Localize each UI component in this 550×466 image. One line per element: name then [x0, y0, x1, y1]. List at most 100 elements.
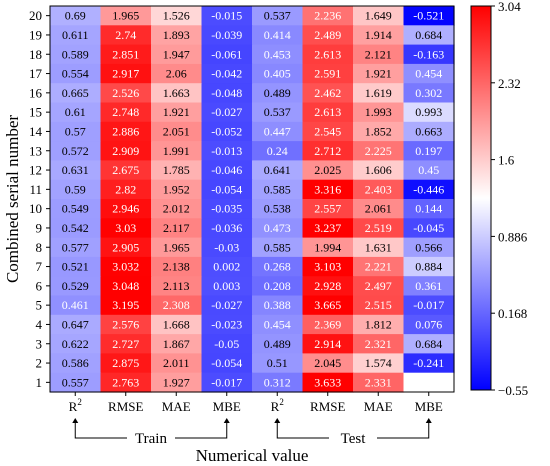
heatmap-cell — [100, 199, 152, 219]
cell-value-label: -0.521 — [413, 9, 444, 23]
x-tick-label: MBE — [415, 399, 443, 414]
cell-value-label: 0.589 — [62, 47, 89, 61]
cell-value-label: 0.665 — [62, 86, 89, 100]
cell-value-label: -0.046 — [211, 163, 242, 177]
cell-value-label: 2.914 — [314, 337, 341, 351]
heatmap-cell — [50, 372, 102, 393]
heatmap-cell — [201, 276, 253, 297]
heatmap-cell — [252, 276, 304, 297]
cell-value-label: 1.991 — [163, 144, 190, 158]
heatmap-cell — [403, 295, 455, 316]
cell-value-label: -0.054 — [211, 356, 242, 370]
heatmap-cell — [353, 295, 405, 316]
cell-value-label: -0.035 — [211, 202, 242, 216]
heatmap-cell — [50, 334, 102, 354]
heatmap-cell — [302, 218, 354, 239]
cell-value-label: 0.566 — [415, 240, 442, 254]
heatmap-cell — [353, 83, 405, 104]
heatmap-cell — [50, 25, 102, 46]
cell-value-label: 0.388 — [264, 298, 291, 312]
heatmap-cell — [403, 179, 455, 200]
heatmap-cell — [353, 141, 405, 161]
heatmap-cell — [100, 256, 152, 277]
heatmap-cell — [403, 83, 455, 104]
heatmap-cell — [100, 334, 152, 354]
arrow-head-icon — [274, 418, 281, 423]
heatmap-cell — [100, 353, 152, 374]
cell-value-label: 0.585 — [264, 182, 291, 196]
heatmap-cell — [151, 63, 203, 84]
heatmap-cell — [403, 353, 455, 374]
heatmap-cell — [201, 218, 253, 239]
heatmap-cell — [252, 353, 304, 374]
cell-value-label: -0.015 — [211, 9, 242, 23]
cell-value-label: 0.076 — [415, 317, 442, 331]
cell-value-label: 2.113 — [163, 279, 190, 293]
x-tick-label: R2 — [271, 397, 284, 414]
cell-value-label: 0.405 — [264, 67, 291, 81]
cell-value-label: 2.051 — [163, 124, 190, 138]
heatmap-cell — [252, 102, 304, 123]
heatmap-cell — [201, 179, 253, 200]
heatmap-cell — [50, 160, 102, 181]
y-tick-label: 11 — [29, 182, 42, 197]
heatmap-cell — [100, 160, 152, 181]
heatmap-cell — [302, 160, 354, 181]
cell-value-label: -0.048 — [211, 86, 242, 100]
cell-value-label: 2.497 — [365, 279, 392, 293]
heatmap-cell — [252, 256, 304, 277]
heatmap-cell — [201, 372, 253, 393]
heatmap-cell — [100, 295, 152, 316]
cell-value-label: -0.013 — [211, 144, 242, 158]
heatmap-cell — [151, 334, 203, 354]
y-tick-label: 3 — [36, 336, 43, 351]
heatmap-cell — [151, 179, 203, 200]
cell-value-label: 2.727 — [112, 337, 139, 351]
cell-value-label: 2.369 — [314, 317, 341, 331]
heatmap-cells: 0.69 1.965 1.526 -0.015 0.537 2.236 1.649 -0.52… — [50, 6, 455, 393]
heatmap-cell — [353, 237, 405, 258]
group-label: Test — [341, 431, 367, 447]
cell-value-label: 0.631 — [62, 163, 89, 177]
heatmap-cell — [403, 25, 455, 46]
x-tick-label: MAE — [364, 399, 393, 414]
cell-value-label: 1.952 — [163, 182, 190, 196]
x-tick-label: RMSE — [108, 399, 143, 414]
cell-value-label: -0.039 — [211, 28, 242, 42]
cell-value-label: 0.993 — [415, 105, 442, 119]
cell-value-label: 0.208 — [264, 279, 291, 293]
cell-value-label: 0.586 — [62, 356, 89, 370]
heatmap-cell — [151, 141, 203, 161]
heatmap-cell — [403, 6, 455, 26]
cell-value-label: 1.921 — [163, 105, 190, 119]
heatmap-cell — [151, 218, 203, 239]
heatmap-cell — [252, 237, 304, 258]
y-tick-label: 6 — [36, 278, 43, 293]
cell-value-label: 0.268 — [264, 260, 291, 274]
cell-value-label: 3.665 — [314, 298, 341, 312]
cell-value-label: 2.06 — [166, 67, 187, 81]
x-axis-title: Numerical value — [196, 446, 309, 465]
heatmap-cell — [50, 63, 102, 84]
heatmap-cell — [100, 314, 152, 335]
heatmap-cell — [252, 160, 304, 181]
cell-value-label: 2.712 — [314, 144, 341, 158]
arrow-head-icon — [223, 418, 230, 423]
heatmap-cell — [403, 44, 455, 65]
cell-value-label: 0.447 — [264, 124, 291, 138]
cell-value-label: 1.526 — [163, 9, 190, 23]
cell-value-label: 1.993 — [365, 105, 392, 119]
cell-value-label: 1.914 — [365, 28, 392, 42]
heatmap-cell — [151, 44, 203, 65]
cell-value-label: 2.061 — [365, 202, 392, 216]
cell-value-label: 3.048 — [112, 279, 139, 293]
x-tick-label: R2 — [69, 397, 82, 414]
colorbar-gradient — [470, 5, 492, 391]
cell-value-label: 1.668 — [163, 317, 190, 331]
heatmap-cell — [100, 6, 152, 26]
heatmap-cell — [403, 160, 455, 181]
cell-value-label: 1.574 — [365, 356, 392, 370]
heatmap-cell — [151, 276, 203, 297]
cell-value-label: 2.82 — [115, 182, 136, 196]
cell-value-label: 1.852 — [365, 124, 392, 138]
